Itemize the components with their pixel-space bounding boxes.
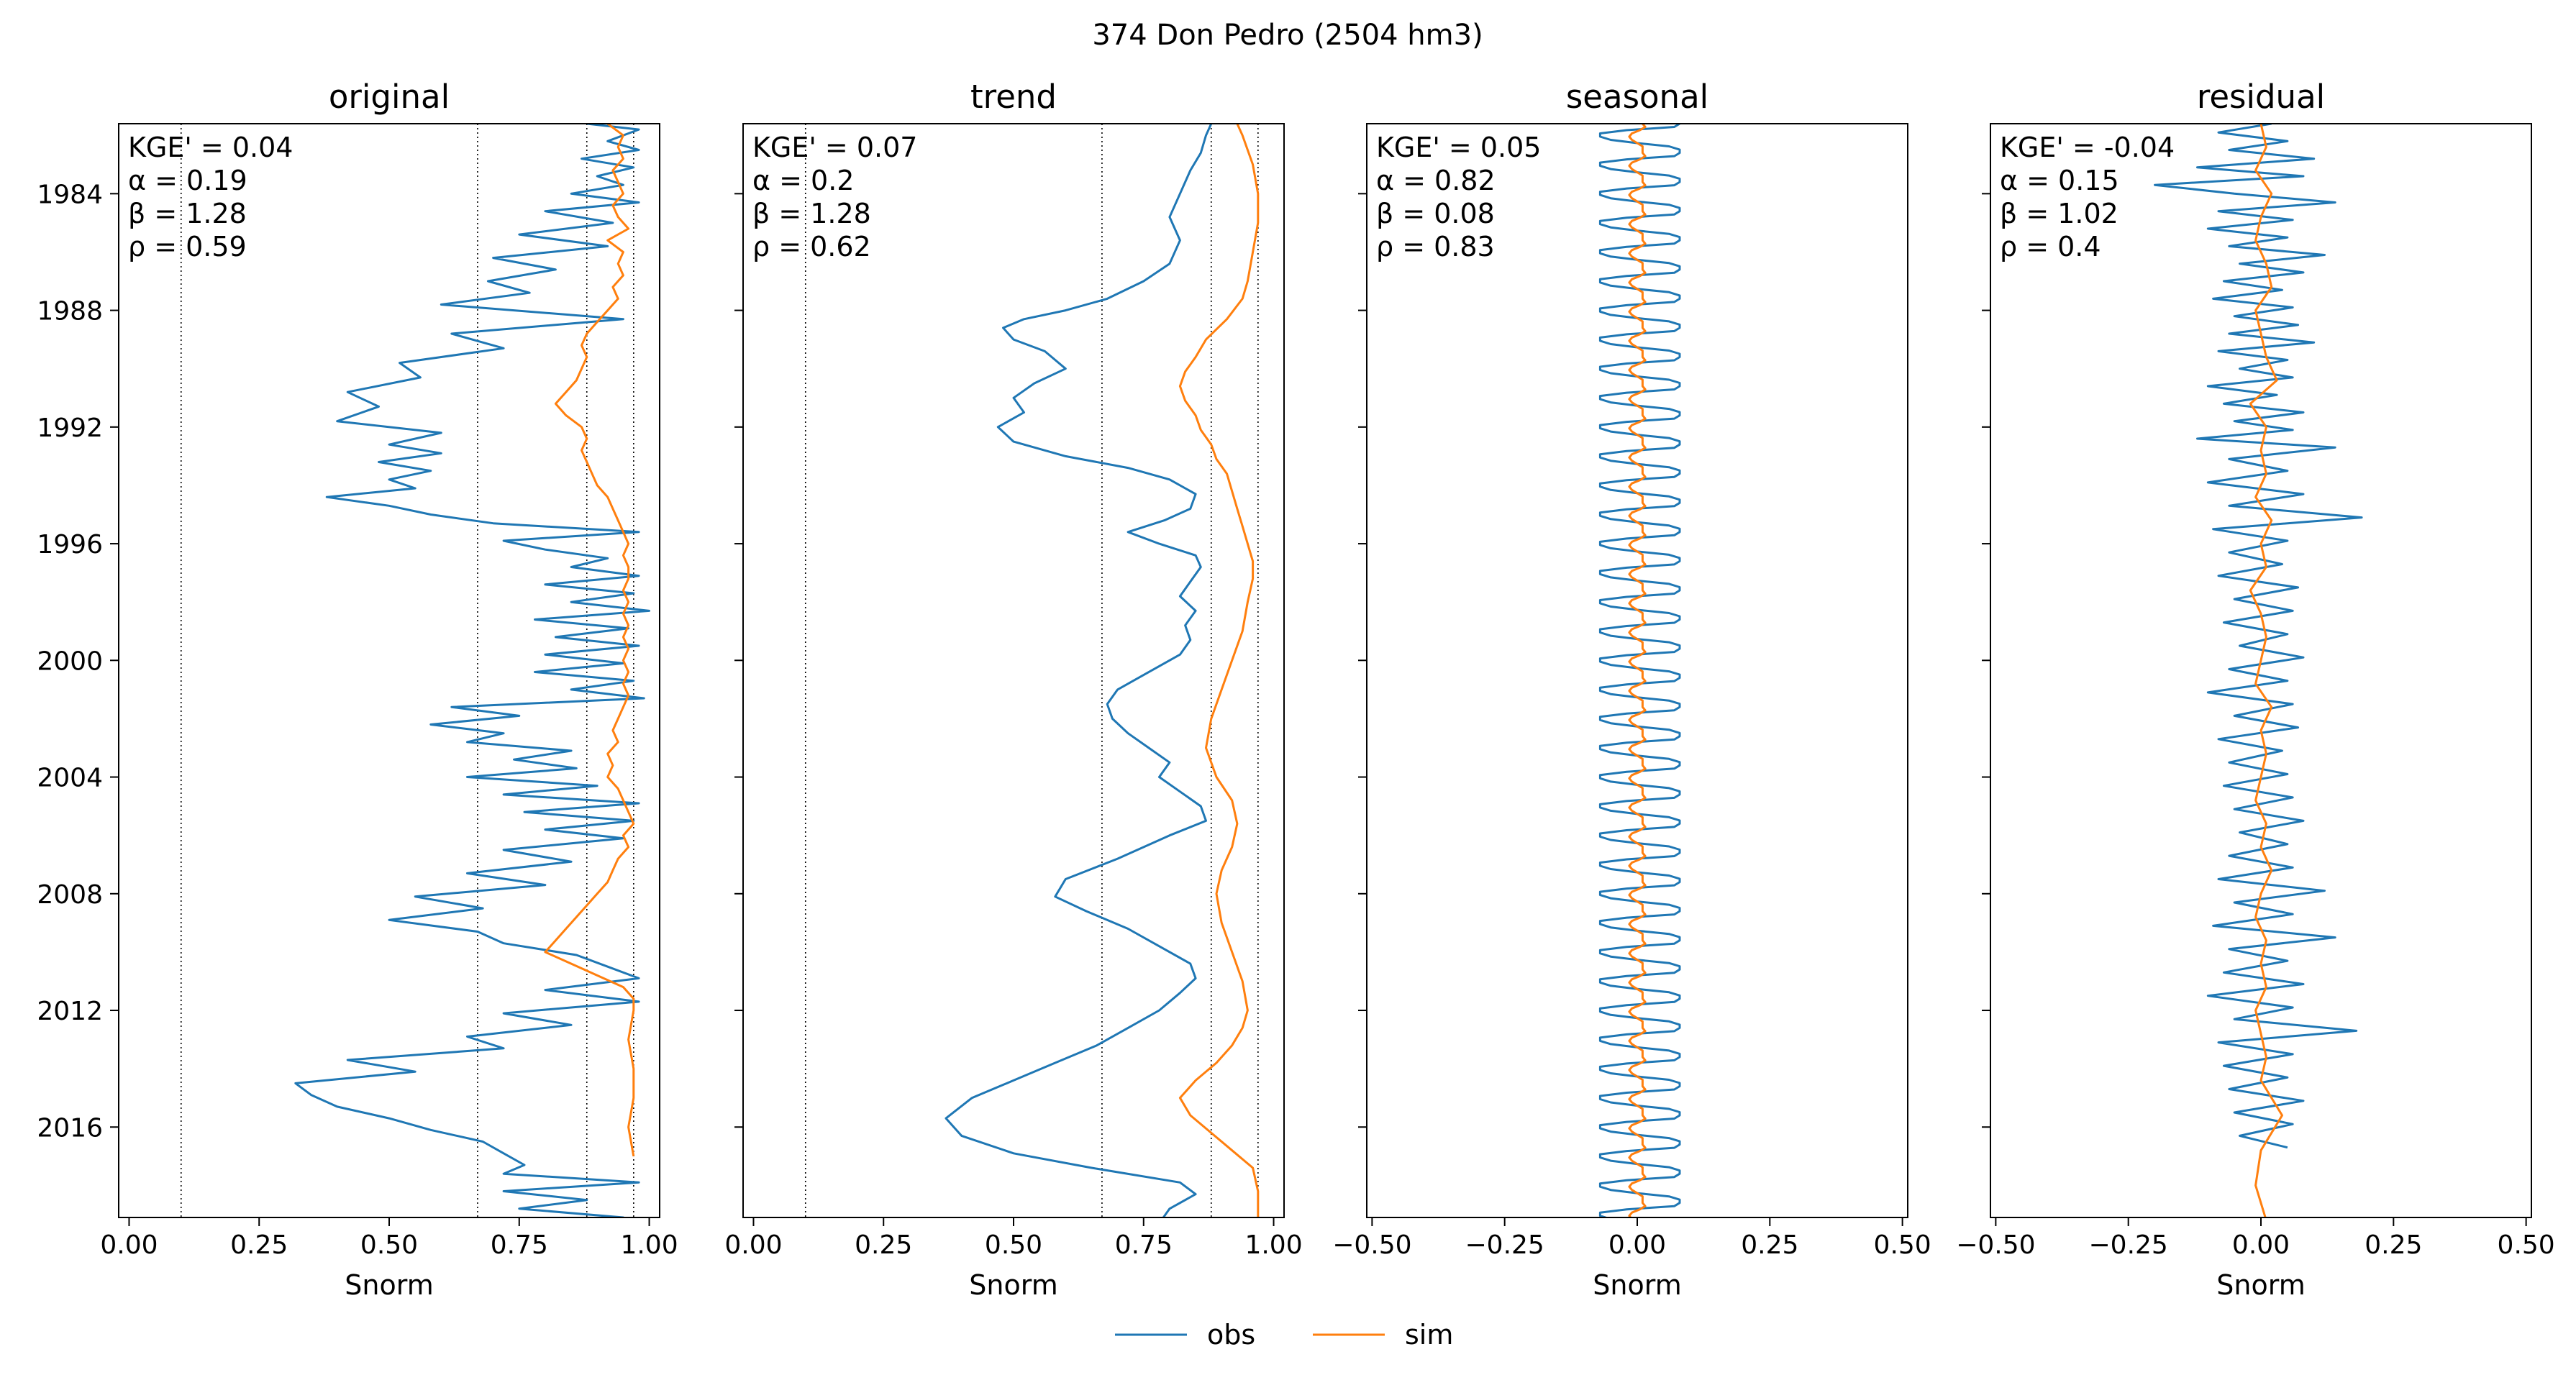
axes-frame (119, 124, 660, 1217)
panel-residual: −0.50 −0.25 0.00 0.25 0.50 Snorm residual KGE' … (1956, 78, 2554, 1301)
legend-obs-label: obs (1207, 1319, 1255, 1351)
plot-area (2155, 124, 2362, 1256)
stats-annotation: ρ = 0.62 (752, 231, 871, 262)
x-tick-label: 0.50 (985, 1230, 1042, 1260)
stats-annotation: β = 1.02 (2000, 198, 2118, 229)
x-tick-label: 0.00 (100, 1230, 158, 1260)
plot-area (296, 124, 650, 1261)
y-tick-label: 2000 (37, 646, 103, 676)
series-line-obs (2155, 124, 2362, 1148)
stats-annotation: KGE' = 0.05 (1376, 132, 1541, 163)
x-tick-label: 0.75 (1115, 1230, 1173, 1260)
x-tick-label: 0.25 (855, 1230, 912, 1260)
stats-annotation: ρ = 0.59 (128, 231, 247, 262)
y-tick-label: 1992 (37, 413, 103, 443)
x-axis-label: Snorm (2216, 1269, 2305, 1301)
axes-frame (743, 124, 1284, 1217)
series-line-obs (946, 124, 1211, 1261)
x-tick-label: 1.00 (620, 1230, 678, 1260)
stats-annotation: KGE' = 0.04 (128, 132, 293, 163)
x-tick-label: 0.25 (230, 1230, 288, 1260)
stats-annotation: β = 0.08 (1376, 198, 1495, 229)
stats-annotation: β = 1.28 (128, 198, 247, 229)
legend: obs sim (1115, 1319, 1453, 1351)
x-tick-label: −0.25 (1465, 1230, 1544, 1260)
x-tick-label: 0.25 (2365, 1230, 2422, 1260)
panel-trend: 0.00 0.25 0.50 0.75 1.00 Snorm trend KGE' = 0.0… (724, 78, 1302, 1301)
stats-annotation: ρ = 0.4 (2000, 231, 2101, 262)
x-tick-label: 0.25 (1741, 1230, 1798, 1260)
x-tick-label: 0.00 (724, 1230, 782, 1260)
x-axis-label: Snorm (969, 1269, 1057, 1301)
x-tick-label: 0.50 (360, 1230, 418, 1260)
figure-suptitle: 374 Don Pedro (2504 hm3) (1092, 19, 1483, 52)
plot-area (1600, 124, 1680, 1287)
x-tick-label: 1.00 (1244, 1230, 1302, 1260)
y-tick-label: 2008 (37, 880, 103, 910)
stats-annotation: α = 0.19 (128, 165, 247, 196)
stats-annotation: α = 0.82 (1376, 165, 1496, 196)
x-tick-label: −0.50 (1332, 1230, 1411, 1260)
stats-annotation: KGE' = -0.04 (2000, 132, 2175, 163)
panel-title: trend (970, 78, 1057, 116)
y-tick-label: 1984 (37, 180, 103, 209)
x-tick-label: −0.25 (2089, 1230, 2168, 1260)
stats-annotation: α = 0.2 (752, 165, 854, 196)
y-tick-label: 2004 (37, 764, 103, 793)
panel-title: residual (2197, 78, 2325, 116)
x-tick-label: 0.00 (2232, 1230, 2290, 1260)
x-tick-label: 0.50 (2498, 1230, 2555, 1260)
panel-original: 0.00 0.25 0.50 0.75 1.00 Snorm 1984 1988 1992 199… (37, 78, 678, 1301)
panel-seasonal: −0.50 −0.25 0.00 0.25 0.50 Snorm seasonal KGE' … (1332, 78, 1931, 1301)
series-line-sim (1180, 124, 1257, 1261)
x-tick-label: 0.00 (1608, 1230, 1666, 1260)
y-tick-label: 2012 (37, 997, 103, 1026)
series-line-obs (296, 124, 650, 1261)
x-tick-label: −0.50 (1956, 1230, 2035, 1260)
series-line-obs (1600, 124, 1680, 1287)
panel-title: seasonal (1566, 78, 1708, 116)
stats-annotation: α = 0.15 (2000, 165, 2119, 196)
x-axis-label: Snorm (345, 1269, 433, 1301)
stats-annotation: ρ = 0.83 (1376, 231, 1495, 262)
x-axis-label: Snorm (1593, 1269, 1681, 1301)
series-line-sim (1629, 124, 1645, 1287)
stats-annotation: β = 1.28 (752, 198, 871, 229)
x-tick-label: 0.50 (1874, 1230, 1931, 1260)
legend-sim-label: sim (1405, 1319, 1453, 1351)
panel-title: original (329, 78, 450, 116)
stats-annotation: KGE' = 0.07 (752, 132, 917, 163)
y-tick-label: 1996 (37, 530, 103, 559)
y-tick-label: 1988 (37, 297, 103, 326)
y-tick-label: 2016 (37, 1113, 103, 1143)
x-tick-label: 0.75 (491, 1230, 548, 1260)
